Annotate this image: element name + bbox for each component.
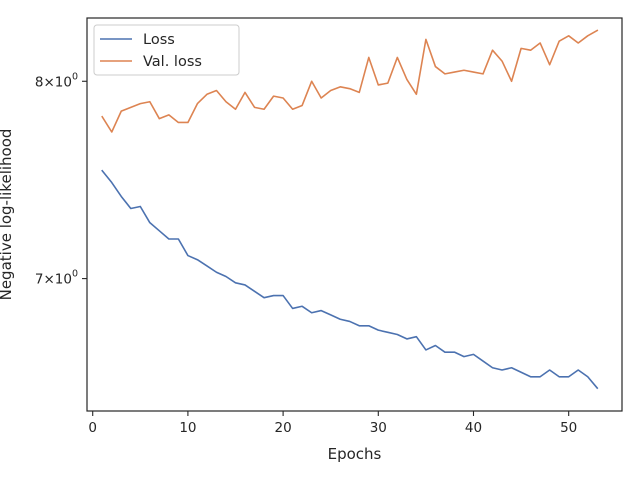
legend-label-loss: Loss	[143, 32, 175, 48]
y-axis: 8×100 7×100	[35, 71, 87, 288]
x-tick-label: 10	[179, 420, 196, 436]
series-layer	[101, 29, 599, 390]
x-tick-label: 20	[275, 420, 292, 436]
x-axis: 0 10 20 30 40 50	[88, 411, 577, 436]
x-tick-label: 50	[560, 420, 577, 436]
x-axis-label: Epochs	[328, 445, 382, 463]
legend-label-val-loss: Val. loss	[143, 54, 202, 70]
legend-box	[93, 24, 240, 76]
series-line-val-loss	[101, 29, 599, 133]
plot-frame	[86, 17, 623, 412]
legend: Loss Val. loss	[93, 24, 240, 76]
series-line-loss	[101, 169, 599, 390]
x-tick-label: 0	[88, 420, 97, 436]
y-tick-label: 8×100	[35, 71, 78, 90]
plot-area	[87, 18, 622, 411]
y-axis-label: Negative log-likelihood	[0, 129, 15, 301]
y-tick-label: 7×100	[35, 269, 78, 288]
x-tick-label: 30	[370, 420, 387, 436]
x-tick-label: 40	[465, 420, 482, 436]
